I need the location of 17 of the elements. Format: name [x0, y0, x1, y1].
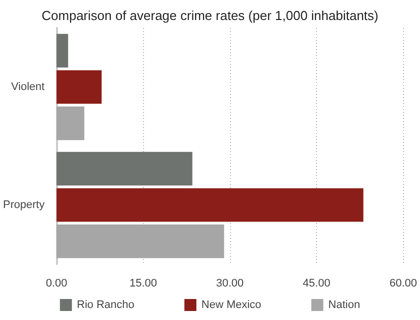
bar [56, 106, 84, 140]
y-tick-label: Property [2, 199, 46, 211]
bar [56, 34, 68, 68]
x-tick-label: 30.00 [216, 278, 244, 290]
x-tick-label: 60.00 [389, 278, 417, 290]
bar [56, 152, 192, 186]
chart-title: Comparison of average crime rates (per 1,000 inhabitants) [42, 8, 378, 23]
x-tick-label: 45.00 [302, 278, 330, 290]
legend-label: New Mexico [201, 299, 262, 311]
bar [56, 70, 102, 104]
legend-label: Nation [328, 299, 360, 311]
legend-label: Rio Rancho [76, 299, 134, 311]
y-tick-label: Violent [11, 81, 45, 93]
bar [56, 224, 224, 258]
x-tick-label: 0.00 [46, 278, 68, 290]
bar [56, 188, 364, 222]
x-tick-label: 15.00 [129, 278, 158, 290]
